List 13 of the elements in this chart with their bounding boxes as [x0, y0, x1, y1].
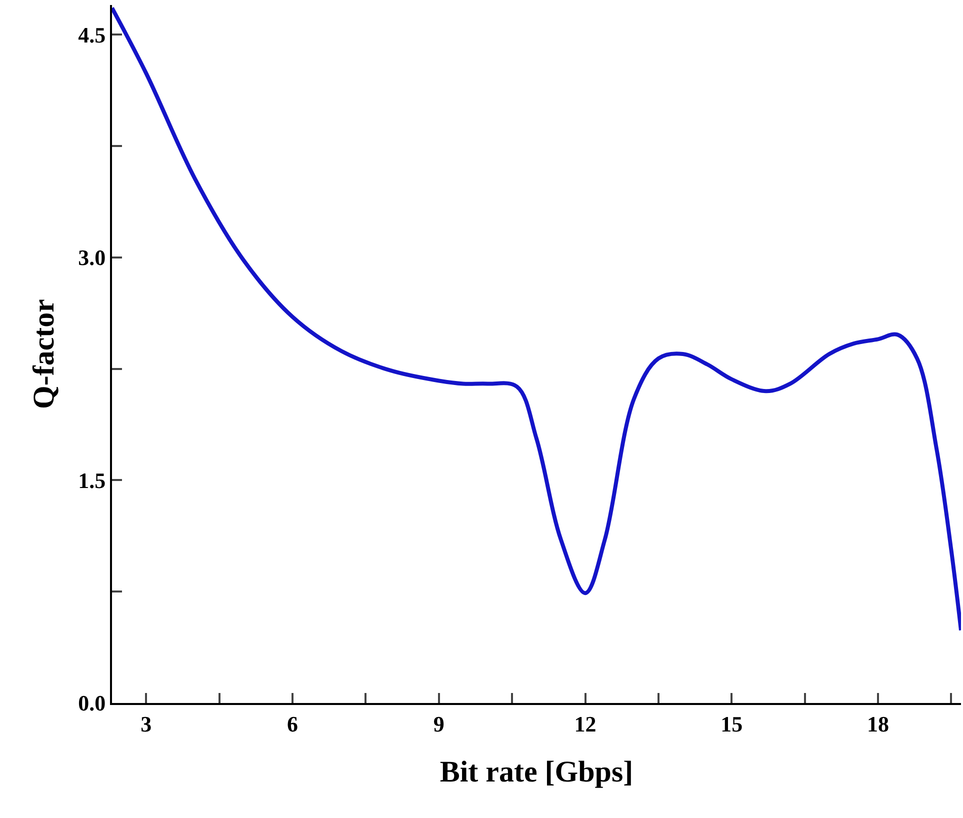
x-axis-title: Bit rate [Gbps]	[440, 755, 634, 788]
x-tick-label: 9	[433, 711, 444, 736]
x-tick-label: 15	[720, 711, 743, 736]
x-tick-label: 3	[140, 711, 152, 736]
x-tick-label: 12	[574, 711, 596, 736]
line-series	[112, 6, 961, 632]
text: 0.0	[78, 690, 106, 716]
y-tick-label: 1.5	[78, 468, 106, 493]
y-axis-title: Q-factor	[28, 299, 61, 409]
y-tick-label: 4.5	[78, 22, 106, 48]
text: 3.0	[78, 245, 106, 270]
x-tick-label: 18	[867, 711, 890, 736]
x-tick-label: 6	[287, 711, 298, 736]
